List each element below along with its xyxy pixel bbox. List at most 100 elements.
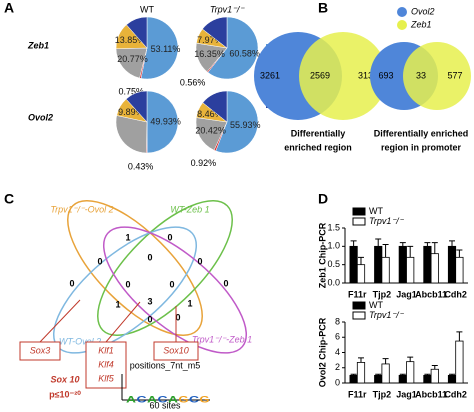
legend-swatch: [352, 217, 366, 226]
error-bar: [424, 373, 431, 376]
slice-label: 0.92%: [191, 158, 217, 168]
error-bar: [350, 240, 357, 247]
set-label: Trpv1⁻/⁻-Ovol 2: [50, 204, 113, 214]
error-bar: [375, 373, 382, 376]
pie-slice: [125, 90, 148, 123]
pie-slice: [207, 16, 259, 80]
connector: [105, 301, 141, 343]
x-tick-label: Tjp2: [373, 389, 392, 399]
y-tick-label: 0.5: [327, 259, 340, 269]
slice-label: 9.89%: [118, 107, 144, 117]
error-bar: [375, 238, 382, 247]
panel-label: D: [318, 191, 328, 207]
error-bar: [399, 242, 406, 247]
logo-letter: G: [179, 394, 189, 404]
venn-count: 1: [115, 299, 120, 309]
logo-letter: G: [200, 394, 210, 404]
pie-slice: [126, 16, 148, 49]
venn-ellipse: [102, 226, 248, 354]
pie-slice: [115, 47, 148, 79]
bar: [430, 253, 439, 284]
bar: [430, 368, 439, 384]
gene-label: Klf5: [98, 373, 115, 383]
error-bar: [449, 373, 456, 376]
venn-count: 0: [169, 279, 174, 289]
motif-p: p≤10⁻²⁰: [49, 389, 81, 399]
bar: [374, 245, 383, 284]
slice-label: 20.42%: [195, 125, 226, 135]
venn-count: 0: [97, 256, 102, 266]
venn-ellipse: [97, 200, 233, 336]
x-tick-label: Cdh2: [444, 289, 467, 299]
y-tick-label: 6: [335, 332, 340, 342]
column-label: Trpv1⁻/⁻: [210, 4, 246, 14]
error-bar: [357, 357, 364, 363]
venn-count: 0: [147, 314, 152, 324]
legend-label: Trpv1⁻/⁻: [369, 216, 405, 226]
pie-slice: [215, 90, 259, 154]
slice-label: 8.46%: [197, 109, 223, 119]
error-bar: [424, 242, 431, 247]
motif-name: Sox 10: [50, 374, 79, 384]
slice-label: 49.93%: [150, 116, 181, 126]
venn-caption: enriched region: [284, 142, 352, 152]
slice-label: 0.75%: [118, 86, 144, 96]
legend-swatch: [352, 207, 366, 216]
bar: [398, 374, 407, 384]
slice-label: 16.35%: [194, 49, 225, 59]
venn-caption: Differentially enriched: [374, 128, 469, 138]
error-bar: [382, 358, 389, 364]
legend-label: Trpv1⁻/⁻: [369, 310, 405, 320]
legend-label: Zeb1: [410, 19, 432, 29]
slice-label: 53.11%: [151, 44, 181, 54]
panel-label: B: [318, 0, 328, 16]
venn-caption: Differentially: [291, 128, 346, 138]
venn-caption: region in promoter: [381, 142, 462, 152]
set-label: WT-Zeb 1: [170, 204, 209, 214]
logo-letter: C: [189, 394, 200, 404]
x-tick-label: F11r: [348, 389, 367, 399]
gene-box: [153, 341, 199, 361]
bar: [349, 374, 358, 384]
x-tick-label: Abcb11: [415, 289, 447, 299]
error-bar: [382, 244, 389, 258]
error-bar: [350, 373, 357, 376]
venn-count: 0: [197, 256, 202, 266]
venn-count: 0: [69, 278, 74, 288]
panel-label: A: [4, 0, 14, 16]
gene-label: Sox3: [30, 345, 51, 355]
venn-ellipse: [67, 200, 203, 336]
y-tick-label: 1.0: [327, 241, 340, 251]
legend-swatch: [397, 20, 407, 30]
set-label: WT-Ovol 2: [59, 336, 101, 346]
venn-count: 0: [167, 232, 172, 242]
slice-label: 60.58%: [229, 48, 260, 58]
legend-label: WT: [369, 206, 383, 216]
venn-count: 3261: [260, 70, 280, 80]
legend-swatch: [397, 7, 407, 17]
slice-label: 20.77%: [117, 54, 148, 64]
bar: [447, 245, 457, 284]
slice-label: 0.43%: [128, 161, 154, 171]
legend-swatch: [352, 301, 366, 310]
venn-count: 0: [223, 278, 228, 288]
venn-count: 33: [416, 70, 426, 80]
venn-count: 693: [378, 70, 393, 80]
pie-slice: [146, 90, 179, 154]
legend-label: WT: [369, 300, 383, 310]
error-bar: [456, 249, 463, 258]
gene-label: Sox10: [163, 345, 189, 355]
pie-slice: [115, 115, 148, 154]
slice-label: 13.85%: [115, 35, 146, 45]
y-tick-label: 4: [335, 347, 340, 357]
logo-letter: A: [168, 394, 179, 404]
bar: [447, 374, 457, 384]
bar: [423, 245, 432, 284]
motif-title: positions_7nt_m5: [130, 360, 201, 370]
bar: [381, 256, 390, 284]
logo-letter: C: [137, 394, 148, 404]
bar: [406, 256, 415, 284]
set-label: Trpv1⁻/⁻-Zeb 1: [192, 334, 252, 344]
logo-letter: C: [158, 394, 169, 404]
